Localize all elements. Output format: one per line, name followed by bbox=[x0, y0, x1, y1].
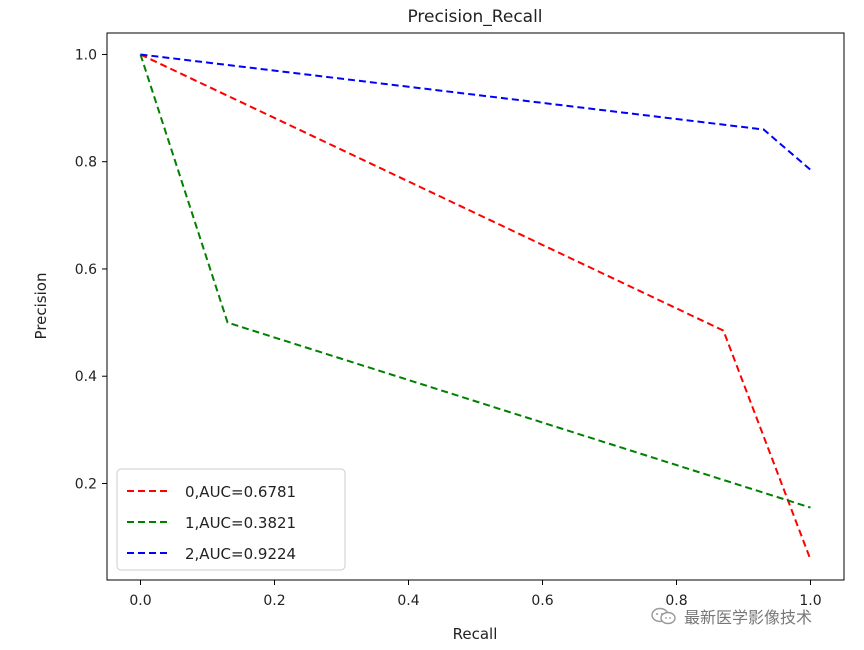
y-tick-label-3: 0.8 bbox=[75, 155, 97, 171]
watermark-text: 最新医学影像技术 bbox=[684, 608, 813, 627]
plot-frame bbox=[106, 32, 845, 581]
wechat-icon bbox=[651, 607, 676, 625]
y-axis-label: Precision bbox=[32, 273, 50, 340]
legend-label-2: 2,AUC=0.9224 bbox=[185, 545, 296, 563]
x-tick-label-5: 1.0 bbox=[799, 593, 821, 609]
x-tick-label-1: 0.2 bbox=[263, 593, 285, 609]
y-tick-label-1: 0.4 bbox=[75, 369, 97, 385]
watermark: 最新医学影像技术 bbox=[650, 604, 812, 628]
axis-ticks: 0.0 0.2 0.4 0.6 0.8 1.0 0.2 0.4 0.6 0.8 1.0 bbox=[75, 47, 822, 609]
series-line-2 bbox=[140, 53, 812, 171]
x-tick-label-3: 0.6 bbox=[531, 593, 553, 609]
y-tick-label-0: 0.2 bbox=[75, 476, 97, 492]
x-tick-label-0: 0.0 bbox=[129, 593, 151, 609]
x-axis-label: Recall bbox=[453, 625, 498, 643]
y-tick-label-4: 1.0 bbox=[75, 47, 97, 63]
series-line-0 bbox=[140, 53, 812, 560]
legend-label-0: 0,AUC=0.6781 bbox=[185, 483, 296, 501]
legend-box bbox=[116, 468, 346, 571]
legend: 0,AUC=0.6781 1,AUC=0.3821 2,AUC=0.9224 bbox=[116, 468, 346, 571]
x-tick-label-4: 0.8 bbox=[665, 593, 687, 609]
y-tick-label-2: 0.6 bbox=[75, 262, 97, 278]
series-line-1 bbox=[139, 54, 811, 509]
chart-title: Precision_Recall bbox=[407, 7, 542, 27]
x-tick-label-2: 0.4 bbox=[397, 593, 419, 609]
series-lines bbox=[139, 53, 812, 560]
legend-label-1: 1,AUC=0.3821 bbox=[185, 514, 296, 532]
